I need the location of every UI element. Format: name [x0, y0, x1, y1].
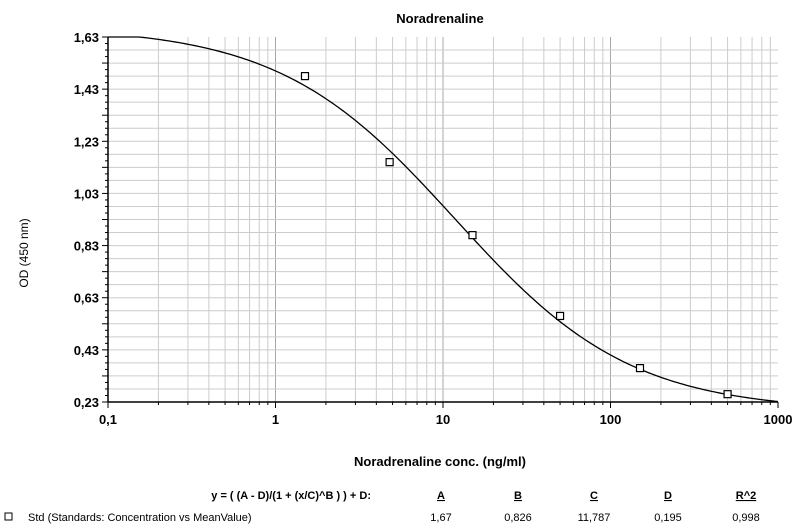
y-tick-label: 1,43 — [74, 82, 99, 97]
data-point — [385, 158, 394, 167]
y-tick-label: 0,83 — [74, 239, 99, 254]
fit-curve — [108, 36, 779, 403]
data-point — [635, 364, 645, 373]
y-tick-label: 0,63 — [74, 291, 99, 306]
data-point — [555, 311, 565, 321]
table-value: 0,195 — [654, 512, 682, 524]
x-tick-label: 1 — [272, 412, 279, 427]
x-tick-label: 1000 — [764, 412, 793, 427]
table-value: 0,826 — [504, 512, 532, 524]
table-header: R^2 — [736, 490, 757, 502]
data-point — [468, 231, 477, 240]
data-point — [300, 72, 310, 81]
x-tick-label: 100 — [600, 412, 622, 427]
table-value: 0,998 — [732, 512, 760, 524]
y-tick-label: 0,43 — [74, 343, 99, 358]
legend-label: Std (Standards: Concentration vs MeanVal… — [28, 512, 252, 524]
table-value: 1,67 — [430, 512, 451, 524]
y-tick-label: 0,23 — [74, 395, 99, 410]
chart-title: Noradrenaline — [396, 11, 483, 26]
x-axis-title: Noradrenaline conc. (ng/ml) — [354, 454, 526, 469]
y-tick-label: 1,23 — [74, 134, 99, 149]
x-tick-label: 0,1 — [99, 412, 117, 427]
x-tick-label: 10 — [436, 412, 450, 427]
table-header: C — [590, 490, 598, 502]
y-tick-label: 1,63 — [74, 30, 99, 45]
table-value: 11,787 — [578, 512, 611, 524]
y-tick-label: 1,03 — [74, 186, 99, 201]
data-point — [723, 390, 732, 399]
fit-equation: y = ( (A - D)/(1 + (x/C)^B ) ) + D: — [211, 490, 371, 502]
legend-marker — [4, 512, 13, 521]
table-header: B — [514, 490, 522, 502]
table-header: D — [664, 490, 672, 502]
y-axis-title: OD (450 nm) — [17, 218, 31, 287]
table-header: A — [437, 490, 445, 502]
